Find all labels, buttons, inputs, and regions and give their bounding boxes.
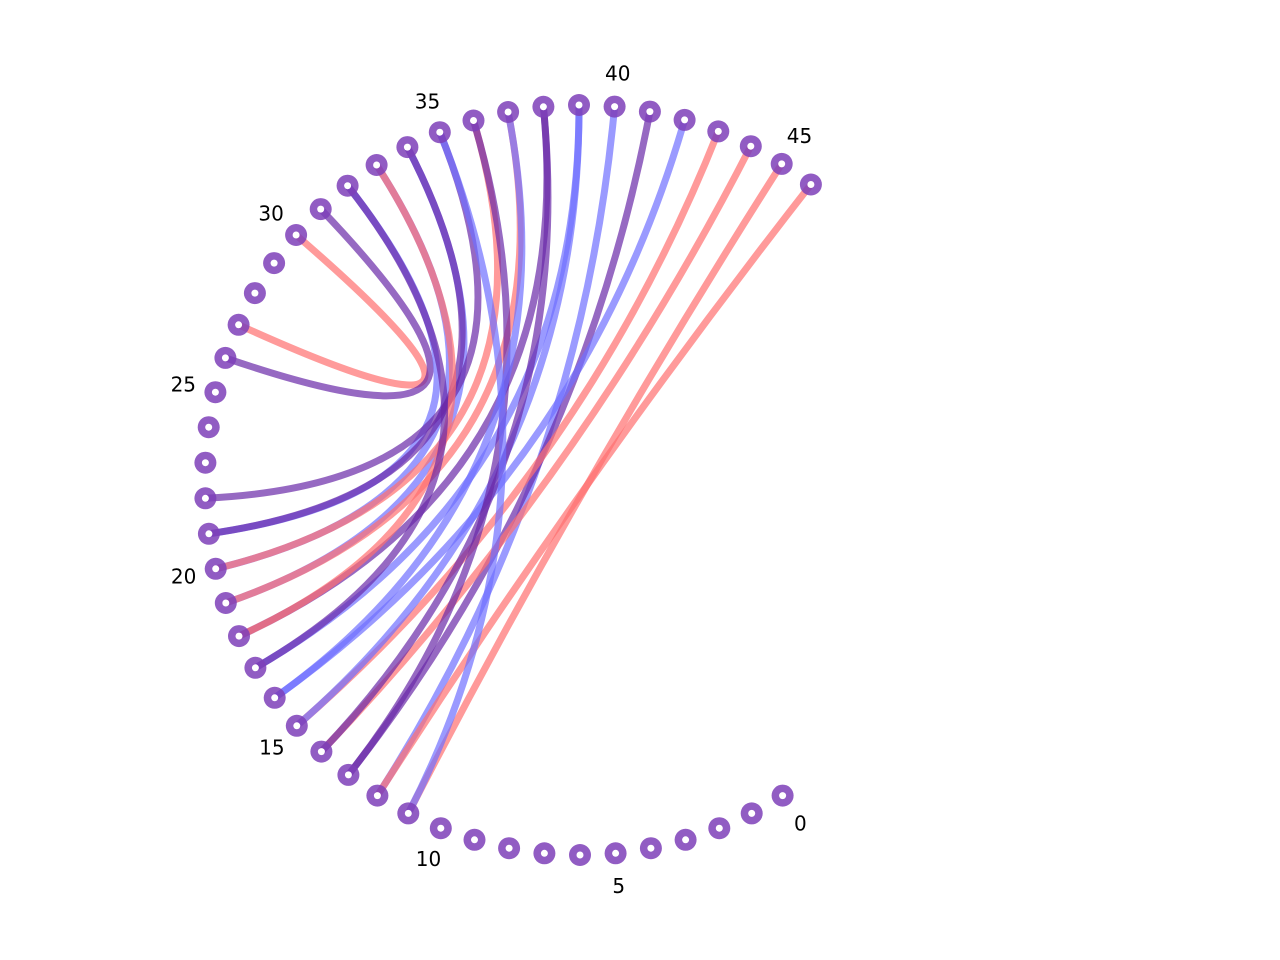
node-40-center — [611, 103, 619, 111]
node-7-center — [540, 849, 548, 857]
node-2-center — [715, 824, 723, 832]
node-10-center — [437, 824, 445, 832]
node-38-center — [539, 103, 547, 111]
link-17-32 — [251, 182, 449, 672]
tick-label-15: 15 — [259, 735, 284, 759]
tick-label-10: 10 — [416, 847, 441, 871]
node-45-center — [778, 160, 786, 168]
node-31-center — [317, 205, 325, 213]
link-16-37 — [271, 108, 526, 702]
tick-label-45: 45 — [787, 124, 812, 148]
node-23-center — [201, 459, 209, 467]
node-18-center — [235, 632, 243, 640]
tick-label-30: 30 — [258, 201, 283, 225]
node-25-center — [211, 388, 219, 396]
node-32-center — [344, 182, 352, 190]
node-8-center — [505, 844, 513, 852]
node-27-center — [235, 321, 243, 329]
node-33-center — [373, 161, 381, 169]
tick-label-40: 40 — [605, 62, 630, 86]
link-13-36 — [344, 117, 511, 779]
node-24-center — [205, 423, 213, 431]
node-43-center — [714, 127, 722, 135]
node-19-center — [222, 599, 230, 607]
node-6-center — [576, 851, 584, 859]
tick-label-5: 5 — [612, 874, 625, 898]
node-4-center — [647, 844, 655, 852]
node-13-center — [344, 771, 352, 779]
link-26-31 — [221, 205, 434, 400]
node-5-center — [612, 849, 620, 857]
node-3-center — [682, 836, 690, 844]
tick-label-0: 0 — [794, 811, 807, 835]
node-20-center — [212, 565, 220, 573]
node-44-center — [747, 142, 755, 150]
node-36-center — [470, 117, 477, 124]
node-30-center — [292, 231, 300, 239]
node-28-center — [251, 289, 259, 297]
node-15-center — [293, 722, 301, 730]
link-43-15 — [293, 127, 722, 730]
node-21-center — [205, 530, 213, 538]
node-14-center — [317, 748, 325, 756]
node-17-center — [251, 664, 259, 672]
tick-label-20: 20 — [171, 565, 196, 589]
node-16-center — [271, 694, 279, 702]
node-41-center — [646, 108, 654, 116]
node-37-center — [504, 108, 512, 116]
node-35-center — [436, 128, 444, 136]
link-44-14 — [317, 142, 755, 756]
node-12-center — [373, 792, 381, 800]
link-11-35 — [404, 128, 507, 817]
node-11-center — [404, 809, 412, 817]
tick-label-25: 25 — [171, 372, 196, 396]
node-29-center — [270, 259, 278, 267]
node-39-center — [575, 101, 583, 109]
nodes-layer — [194, 94, 822, 866]
node-46-center — [807, 181, 815, 188]
node-34-center — [403, 143, 411, 151]
links-layer — [201, 101, 815, 817]
tick-label-35: 35 — [415, 90, 440, 114]
node-26-center — [221, 354, 229, 362]
node-22-center — [201, 494, 209, 502]
node-1-center — [748, 809, 756, 817]
node-42-center — [681, 116, 689, 124]
labels-layer: 0 5 10 15 20 25 30 35 40 45 — [171, 62, 813, 899]
node-9-center — [471, 836, 478, 844]
link-46-12 — [373, 181, 815, 800]
node-0-center — [779, 792, 787, 800]
